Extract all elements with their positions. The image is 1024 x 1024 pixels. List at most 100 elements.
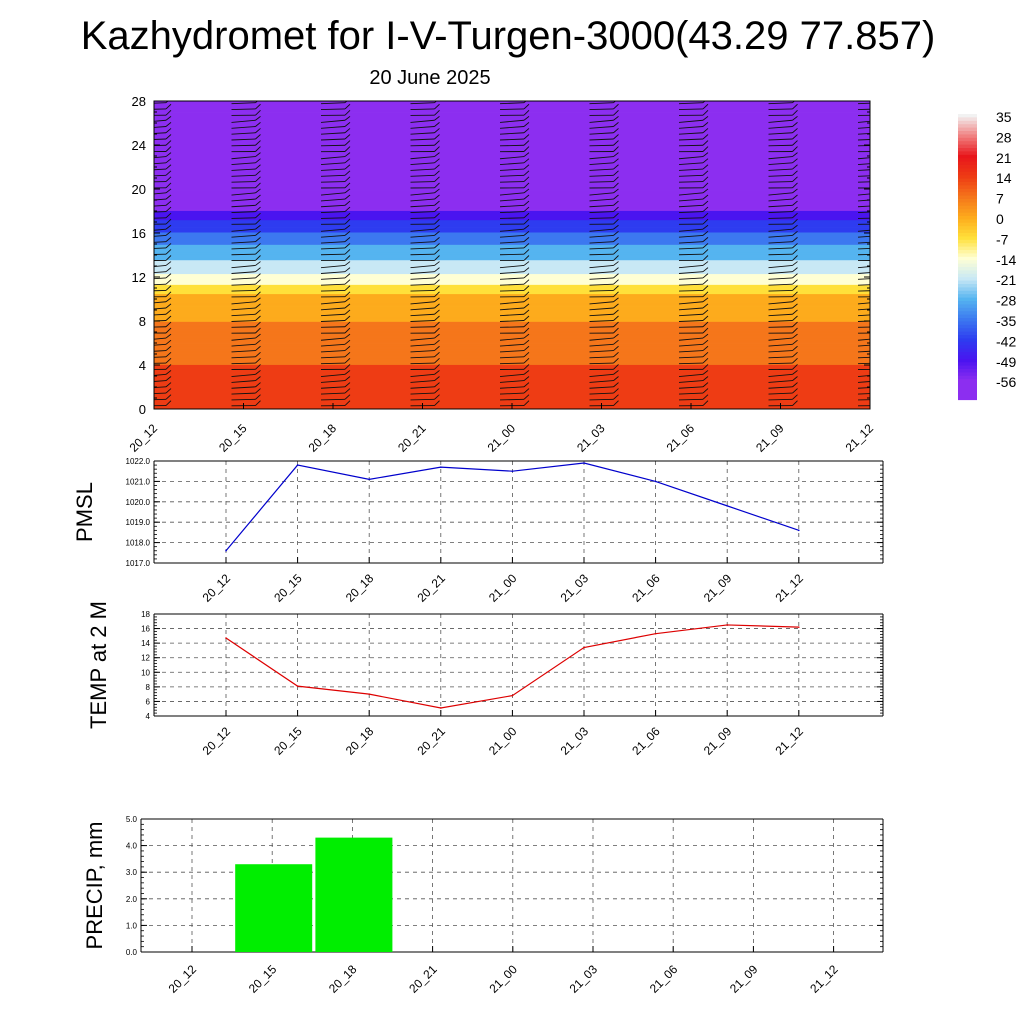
wind-barb-flag <box>792 152 798 157</box>
pmsl-point <box>654 480 657 483</box>
heatmap-band <box>154 379 870 382</box>
wind-barb-flag <box>613 351 619 358</box>
x-tick-label: 20_15 <box>271 724 305 758</box>
wind-barb <box>499 217 525 219</box>
x-tick-label: 20_18 <box>306 421 340 455</box>
wind-barb <box>320 204 346 208</box>
wind-barb <box>410 162 435 166</box>
wind-barb-flag <box>434 261 440 266</box>
y-tick-label: 10 <box>141 668 150 677</box>
wind-barb-flag <box>882 237 887 241</box>
wind-barb <box>231 380 256 383</box>
wind-barb-flag <box>344 382 351 388</box>
wind-barb <box>410 204 435 208</box>
wind-barb-flag <box>613 237 619 242</box>
wind-barb <box>678 307 704 311</box>
colorbar-swatch <box>958 294 977 299</box>
colorbar-swatch <box>958 134 977 139</box>
colorbar-swatch <box>958 239 977 244</box>
heatmap-band <box>154 291 870 295</box>
wind-barb-flag <box>165 140 172 146</box>
heatmap-band <box>154 262 870 265</box>
wind-barb <box>154 392 167 395</box>
wind-barb-flag <box>792 358 798 364</box>
wind-barb <box>499 289 525 292</box>
wind-barb <box>154 380 167 382</box>
heatmap-band <box>154 173 870 176</box>
wind-barb <box>320 356 346 359</box>
heatmap-band <box>154 308 870 312</box>
wind-barb-flag <box>344 182 351 189</box>
wind-barb-flag <box>613 364 619 370</box>
wind-barb-flag <box>344 303 351 309</box>
heatmap-band <box>154 278 870 281</box>
wind-barb-flag <box>792 164 798 170</box>
wind-barb <box>410 350 435 353</box>
colorbar-label: -35 <box>996 313 1016 329</box>
wind-barb <box>499 156 525 160</box>
wind-barb <box>410 373 435 377</box>
wind-barb <box>589 277 614 280</box>
colorbar-swatch <box>958 222 977 227</box>
wind-barb-flag <box>434 327 440 334</box>
wind-barb-flag <box>792 188 798 194</box>
y-axis-title: PRECIP, mm <box>82 822 107 950</box>
wind-barb-flag <box>523 370 530 375</box>
colorbar-swatch <box>958 328 977 333</box>
wind-barb <box>589 162 614 166</box>
x-tick-label: 20_15 <box>271 571 305 605</box>
y-tick-label: 4.0 <box>126 842 138 851</box>
colorbar-swatch <box>958 355 977 360</box>
wind-barb <box>499 192 525 196</box>
wind-barb-flag <box>434 388 440 394</box>
wind-barb-flag <box>792 261 798 266</box>
wind-barb <box>768 234 793 238</box>
colorbar-swatch <box>958 335 977 339</box>
wind-barb-flag <box>165 315 172 321</box>
wind-barb-flag <box>792 333 798 339</box>
wind-barb-flag <box>882 370 887 374</box>
wind-barb <box>320 307 346 311</box>
wind-barb-flag <box>434 333 440 339</box>
wind-barb <box>231 307 256 311</box>
wind-barb-flag <box>255 115 261 121</box>
wind-barb <box>231 204 256 208</box>
heatmap-band <box>154 373 870 376</box>
heatmap-band <box>154 157 870 161</box>
wind-barb-flag <box>165 224 172 230</box>
heatmap-band <box>154 365 870 369</box>
wind-barb <box>154 386 167 389</box>
wind-barb <box>768 313 793 317</box>
wind-barb <box>589 343 614 347</box>
heatmap-band <box>154 388 870 392</box>
colorbar-swatch <box>958 348 977 353</box>
colorbar-swatch <box>958 151 977 156</box>
wind-barb <box>154 211 167 213</box>
wind-barb-flag <box>344 140 351 146</box>
wind-barb <box>320 192 346 196</box>
colorbar-swatch <box>958 341 977 346</box>
wind-barb-flag <box>792 218 798 225</box>
wind-barb-flag <box>613 188 619 194</box>
temp-point <box>583 646 585 649</box>
wind-barb <box>499 362 525 365</box>
colorbar-label: -56 <box>996 374 1016 390</box>
wind-barb <box>678 253 704 256</box>
wind-barb <box>499 265 525 269</box>
wind-barb-flag <box>792 243 798 249</box>
wind-barb-flag <box>882 219 887 224</box>
wind-barb <box>768 204 793 208</box>
wind-barb <box>768 198 793 202</box>
wind-barb-flag <box>613 243 619 249</box>
heatmap-band <box>154 202 870 205</box>
wind-barb-flag <box>165 345 172 351</box>
heatmap-band <box>154 205 870 208</box>
wind-barb-flag <box>344 109 351 116</box>
colorbar-swatch <box>958 277 977 282</box>
x-tick-label: 21_03 <box>574 421 608 455</box>
colorbar-swatch <box>958 263 977 268</box>
wind-barb-flag <box>792 291 798 298</box>
wind-barb-flag <box>702 200 709 206</box>
wind-barb <box>589 289 614 292</box>
wind-barb-flag <box>165 297 172 303</box>
